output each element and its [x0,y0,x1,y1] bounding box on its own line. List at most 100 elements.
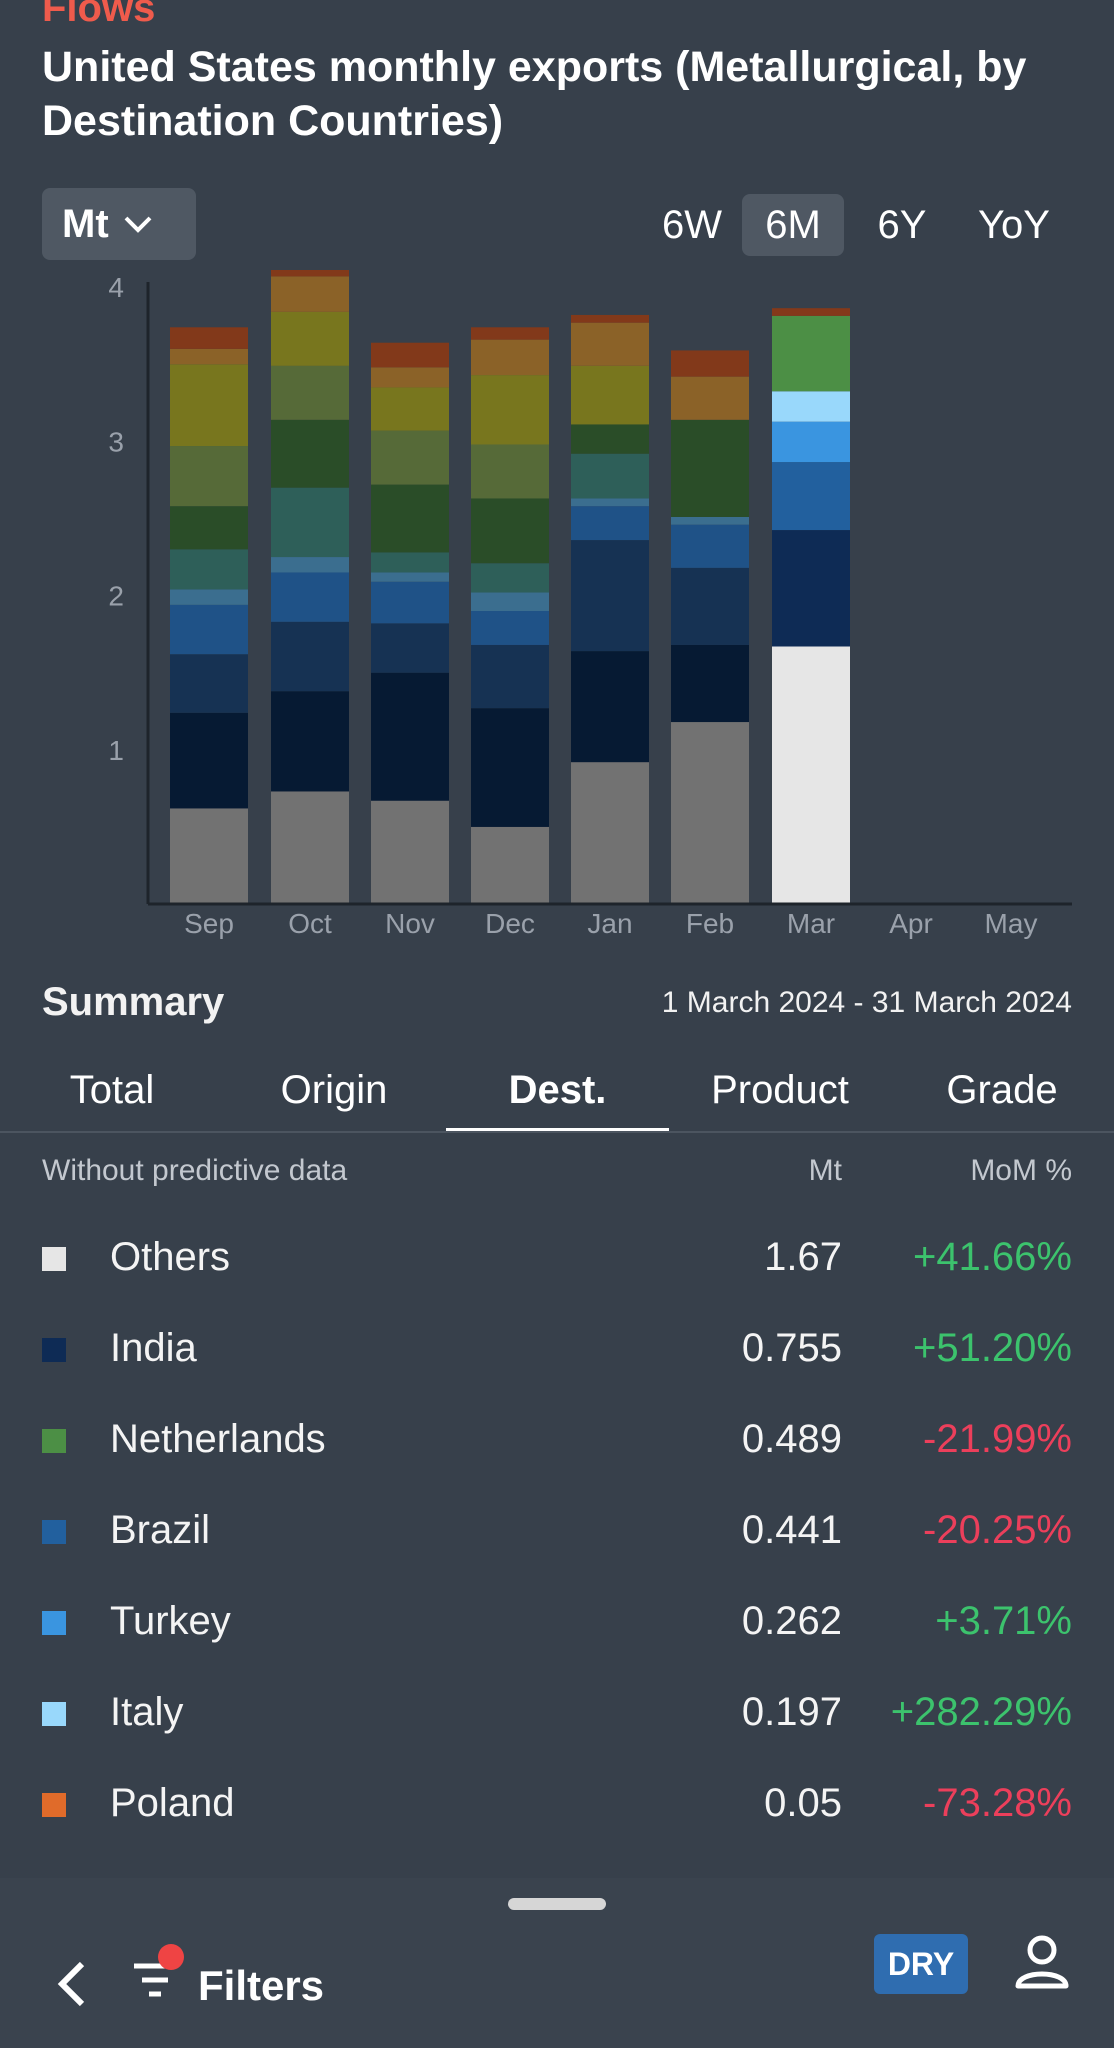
bar-segment-oct-6[interactable] [271,419,349,488]
bar-segment-dec-10[interactable] [471,327,549,340]
bar-segment-sep-9[interactable] [170,348,248,365]
bar-segment-sep-7[interactable] [170,446,248,507]
bar-segment-dec-5[interactable] [471,563,549,593]
bar-segment-oct-9[interactable] [271,276,349,312]
bar-segment-dec-0[interactable] [471,826,549,904]
destination-name: India [110,1326,197,1370]
bar-segment-feb-3[interactable] [671,524,749,568]
bar-segment-sep-4[interactable] [170,589,248,605]
x-tick-label: Dec [485,908,535,939]
range-tab-6y[interactable]: 6Y [877,203,927,247]
bar-segment-mar-0[interactable] [772,646,850,904]
bar-segment-sep-8[interactable] [170,364,248,447]
bar-segment-oct-5[interactable] [271,487,349,558]
bar-segment-jan-6[interactable] [571,424,649,454]
bar-segment-dec-2[interactable] [471,644,549,709]
bar-segment-sep-0[interactable] [170,808,248,904]
bar-segment-feb-9[interactable] [671,376,749,420]
bar-segment-mar-10[interactable] [772,308,850,316]
bar-segment-oct-7[interactable] [271,365,349,420]
drag-handle[interactable] [508,1898,606,1910]
range-tab-yoy[interactable]: YoY [978,203,1050,247]
bar-segment-feb-6[interactable] [671,419,749,517]
bar-segment-sep-1[interactable] [170,712,248,809]
bar-segment-feb-4[interactable] [671,516,749,525]
bar-segment-nov-0[interactable] [371,800,449,904]
bar-segment-oct-0[interactable] [271,791,349,904]
bar-segment-nov-3[interactable] [371,581,449,624]
bar-segment-dec-4[interactable] [471,592,549,612]
bar-segment-dec-1[interactable] [471,708,549,827]
legend-swatch [42,1520,66,1544]
bar-segment-jan-3[interactable] [571,506,649,541]
bar-segment-feb-0[interactable] [671,722,749,904]
dry-badge[interactable]: DRY [874,1934,968,1994]
back-arrow-icon[interactable] [54,1958,90,2010]
bar-segment-jan-8[interactable] [571,365,649,425]
column-header-unit: Mt [808,1154,842,1187]
tab-product[interactable]: Product [711,1068,849,1112]
bar-segment-oct-1[interactable] [271,691,349,792]
bar-segment-sep-3[interactable] [170,604,248,655]
bar-segment-nov-4[interactable] [371,572,449,582]
list-item[interactable]: Turkey 0.262 +3.71% [0,1591,1114,1651]
range-tab-6w[interactable]: 6W [662,203,722,247]
bar-segment-dec-3[interactable] [471,611,549,645]
bar-segment-sep-6[interactable] [170,506,248,550]
range-tab-6m[interactable]: 6M [742,194,844,256]
bar-segment-dec-7[interactable] [471,444,549,499]
filters-button[interactable]: Filters [198,1962,325,2009]
list-item[interactable]: Italy 0.197 +282.29% [0,1682,1114,1742]
bar-segment-feb-2[interactable] [671,567,749,645]
bar-segment-sep-2[interactable] [170,654,248,713]
tab-origin[interactable]: Origin [280,1068,388,1112]
bar-segment-mar-7[interactable] [772,315,850,392]
bar-segment-dec-8[interactable] [471,375,549,445]
bar-segment-nov-5[interactable] [371,552,449,573]
bar-segment-jan-2[interactable] [571,540,649,652]
bar-segment-dec-9[interactable] [471,339,549,376]
bar-segment-oct-4[interactable] [271,557,349,573]
bar-segment-jan-10[interactable] [571,314,649,323]
destination-name: Others [110,1235,231,1279]
bar-segment-mar-4[interactable] [772,421,850,463]
bar-segment-sep-10[interactable] [170,327,248,349]
bar-segment-nov-10[interactable] [371,342,449,368]
bar-segment-oct-10[interactable] [271,270,349,277]
list-item[interactable]: Netherlands 0.489 -21.99% [0,1409,1114,1469]
bar-segment-feb-10[interactable] [671,350,749,377]
bar-segment-sep-5[interactable] [170,549,248,590]
list-item[interactable]: Poland 0.05 -73.28% [0,1773,1114,1833]
bar-segment-jan-1[interactable] [571,651,649,763]
list-item[interactable]: India 0.755 +51.20% [0,1318,1114,1378]
destination-name: Poland [110,1781,235,1825]
list-item[interactable]: Others 1.67 +41.66% [0,1227,1114,1287]
tab-total[interactable]: Total [69,1068,155,1112]
bar-segment-mar-1[interactable] [772,530,850,647]
chevron-down-icon [124,216,152,233]
bar-segment-nov-9[interactable] [371,367,449,388]
bar-segment-nov-1[interactable] [371,672,449,801]
bar-segment-mar-3[interactable] [772,462,850,531]
bar-segment-feb-1[interactable] [671,644,749,723]
user-profile-icon[interactable] [1010,1930,1074,1994]
bar-segment-jan-9[interactable] [571,322,649,366]
bar-segment-jan-5[interactable] [571,453,649,499]
unit-select[interactable]: Mt [42,188,196,260]
bar-segment-oct-8[interactable] [271,311,349,366]
bar-segment-jan-4[interactable] [571,498,649,507]
destination-mom: -73.28% [923,1781,1072,1825]
bar-segment-nov-8[interactable] [371,387,449,431]
bar-segment-nov-7[interactable] [371,430,449,485]
bar-segment-nov-2[interactable] [371,623,449,673]
bar-segment-dec-6[interactable] [471,498,549,564]
list-item[interactable]: Brazil 0.441 -20.25% [0,1500,1114,1560]
bar-segment-nov-6[interactable] [371,484,449,553]
tab-dest[interactable]: Dest. [508,1068,607,1112]
bar-segment-jan-0[interactable] [571,762,649,904]
bar-segment-oct-2[interactable] [271,621,349,692]
tab-grade[interactable]: Grade [946,1068,1058,1112]
bar-segment-oct-3[interactable] [271,572,349,622]
x-tick-label: Feb [686,908,734,939]
bar-segment-mar-5[interactable] [772,391,850,422]
